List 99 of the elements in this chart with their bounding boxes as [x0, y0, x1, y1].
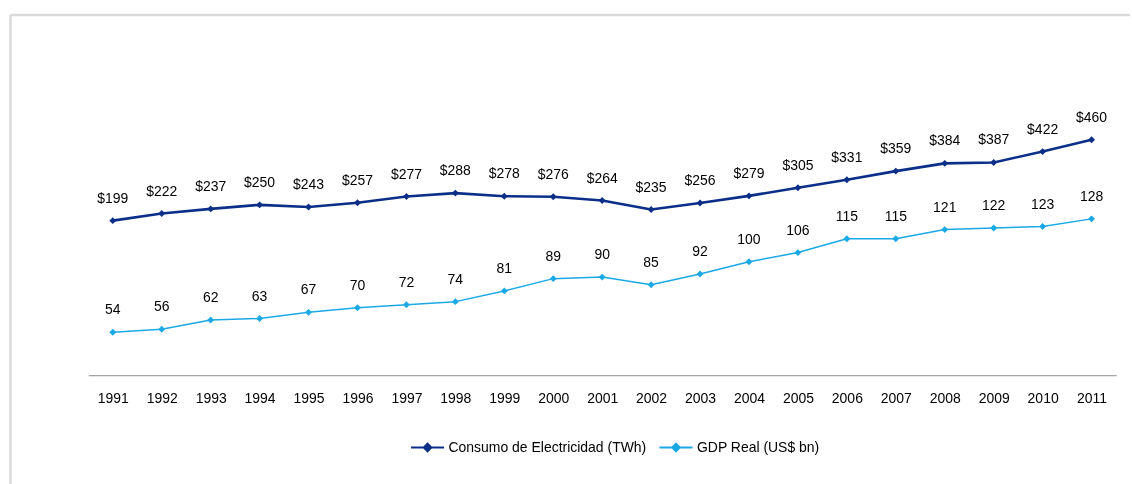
- data-label: 81: [496, 259, 513, 276]
- legend-label: Consumo de Electricidad (TWh): [448, 438, 647, 455]
- data-label: 90: [594, 246, 611, 263]
- data-label: $250: [244, 173, 276, 190]
- x-tick-label: 1997: [391, 389, 423, 406]
- x-tick-label: 1994: [244, 389, 276, 406]
- data-label: 85: [643, 253, 660, 270]
- data-label: $384: [929, 132, 961, 149]
- x-tick-label: 1991: [97, 389, 130, 406]
- data-label: $264: [586, 169, 618, 186]
- x-tick-label: 2008: [929, 389, 961, 406]
- point: [354, 199, 361, 207]
- data-label: 128: [1079, 187, 1104, 204]
- data-label: $235: [635, 178, 667, 195]
- point: [794, 184, 802, 192]
- point: [500, 287, 508, 295]
- point: [256, 315, 264, 322]
- x-tick-label: 2001: [587, 389, 619, 406]
- point: [843, 235, 851, 243]
- data-label: 74: [447, 270, 464, 287]
- data-label: $243: [293, 176, 325, 193]
- data-label: $305: [782, 156, 814, 173]
- data-label: 89: [545, 247, 562, 264]
- data-label: $288: [439, 162, 472, 179]
- point: [402, 193, 410, 200]
- point: [549, 275, 557, 283]
- data-label: 121: [933, 198, 957, 215]
- x-tick-label: 2007: [880, 389, 913, 406]
- point: [745, 192, 753, 200]
- point: [207, 316, 215, 324]
- data-label: $460: [1076, 108, 1108, 125]
- data-label: $276: [537, 165, 569, 182]
- point: [598, 273, 606, 281]
- x-tick-label: 1999: [489, 389, 521, 406]
- point: [990, 224, 998, 232]
- x-tick-label: 1993: [195, 389, 227, 406]
- x-tick-label: 2002: [636, 389, 668, 406]
- data-label: 106: [786, 221, 810, 238]
- point: [1039, 223, 1047, 230]
- x-tick-label: 2004: [733, 389, 766, 406]
- data-label: 123: [1030, 195, 1055, 212]
- x-tick-label: 1996: [342, 389, 374, 406]
- data-label: $257: [341, 171, 374, 188]
- data-label: 62: [202, 289, 219, 306]
- data-label: $331: [831, 148, 863, 165]
- point: [941, 226, 949, 234]
- point: [990, 158, 998, 166]
- x-tick-label: 2000: [538, 389, 570, 406]
- point: [1088, 136, 1096, 144]
- data-label: $359: [880, 140, 912, 157]
- data-label: $422: [1027, 120, 1059, 137]
- data-label: 70: [349, 276, 366, 293]
- point: [598, 197, 606, 204]
- x-tick-label: 2009: [978, 389, 1010, 406]
- data-label: 115: [884, 207, 908, 224]
- data-label: 100: [737, 230, 761, 247]
- data-label: 92: [692, 243, 709, 260]
- x-tick-label: 2006: [831, 389, 864, 406]
- point: [1039, 148, 1047, 156]
- point: [843, 176, 851, 184]
- data-label: 63: [251, 287, 268, 304]
- data-label: 115: [835, 207, 859, 224]
- data-label: $387: [978, 131, 1010, 148]
- data-label: $277: [390, 165, 423, 182]
- data-label: 72: [398, 273, 415, 290]
- point: [402, 301, 410, 309]
- point: [696, 270, 704, 278]
- point: [647, 281, 655, 289]
- point: [158, 210, 166, 217]
- x-tick-label: 2003: [685, 389, 717, 406]
- point: [1088, 215, 1096, 223]
- x-tick-label: 1992: [146, 389, 178, 406]
- data-label: 67: [300, 281, 317, 298]
- data-label: $279: [733, 164, 765, 181]
- data-label: 122: [982, 197, 1006, 214]
- data-label: $199: [97, 189, 129, 206]
- data-label: $278: [488, 165, 521, 182]
- data-label: 56: [153, 298, 170, 315]
- point: [451, 298, 459, 306]
- x-tick-label: 1998: [440, 389, 472, 406]
- data-label: $222: [146, 182, 178, 199]
- legend-label: GDP Real (US$ bn): [696, 438, 820, 455]
- point: [892, 235, 900, 243]
- x-tick-label: 1995: [293, 389, 325, 406]
- data-label: $237: [195, 177, 227, 194]
- point: [941, 159, 949, 167]
- point: [549, 193, 557, 201]
- x-tick-label: 2010: [1027, 389, 1059, 406]
- data-label: $256: [684, 172, 716, 189]
- point: [892, 167, 900, 175]
- data-label: 54: [105, 301, 121, 318]
- x-tick-label: 2011: [1077, 389, 1108, 406]
- point: [696, 199, 704, 207]
- x-tick-label: 2005: [782, 389, 815, 406]
- point: [109, 217, 117, 225]
- point: [354, 304, 361, 312]
- point: [305, 308, 312, 316]
- point: [745, 258, 753, 266]
- point: [647, 206, 655, 213]
